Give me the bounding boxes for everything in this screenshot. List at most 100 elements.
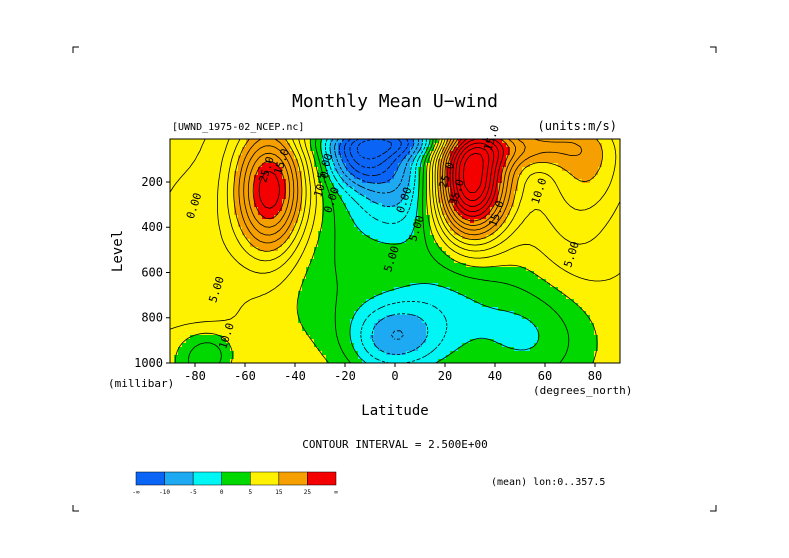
field-cell — [414, 355, 419, 360]
field-cell — [342, 295, 347, 300]
field-cell — [242, 211, 247, 216]
field-cell — [290, 287, 295, 292]
field-cell — [398, 223, 403, 228]
field-cell — [442, 255, 447, 260]
field-cell — [274, 207, 279, 212]
field-cell — [494, 195, 499, 200]
field-cell — [306, 227, 311, 232]
field-cell — [258, 215, 263, 220]
field-cell — [290, 251, 295, 256]
field-cell — [218, 323, 223, 328]
field-cell — [202, 279, 207, 284]
field-cell — [282, 219, 287, 224]
field-cell — [242, 215, 247, 220]
field-cell — [170, 167, 175, 172]
field-cell — [406, 259, 411, 264]
field-cell — [174, 267, 179, 272]
field-cell — [346, 187, 351, 192]
field-cell — [262, 235, 267, 240]
field-cell — [242, 175, 247, 180]
field-cell — [390, 255, 395, 260]
field-cell — [362, 271, 367, 276]
field-cell — [338, 307, 343, 312]
field-cell — [262, 299, 267, 304]
field-cell — [402, 287, 407, 292]
field-cell — [314, 223, 319, 228]
field-cell — [290, 239, 295, 244]
field-cell — [298, 195, 303, 200]
field-cell — [446, 283, 451, 288]
field-cell — [402, 275, 407, 280]
field-cell — [394, 191, 399, 196]
field-cell — [426, 319, 431, 324]
field-cell — [474, 171, 479, 176]
field-cell — [326, 275, 331, 280]
field-cell — [294, 259, 299, 264]
field-cell — [330, 179, 335, 184]
field-cell — [514, 307, 519, 312]
field-cell — [286, 223, 291, 228]
field-cell — [482, 195, 487, 200]
field-cell — [430, 163, 435, 168]
field-cell — [390, 267, 395, 272]
field-cell — [390, 195, 395, 200]
field-cell — [214, 159, 219, 164]
field-cell — [470, 331, 475, 336]
field-cell — [478, 359, 483, 363]
field-cell — [214, 223, 219, 228]
field-cell — [398, 315, 403, 320]
field-cell — [322, 179, 327, 184]
field-cell — [374, 143, 379, 148]
field-cell — [230, 147, 235, 152]
field-cell — [178, 243, 183, 248]
field-cell — [518, 259, 523, 264]
field-cell — [302, 151, 307, 156]
field-cell — [358, 223, 363, 228]
field-cell — [506, 159, 511, 164]
field-cell — [218, 271, 223, 276]
field-cell — [382, 307, 387, 312]
field-cell — [462, 159, 467, 164]
field-cell — [342, 167, 347, 172]
field-cell — [522, 179, 527, 184]
field-cell — [378, 335, 383, 340]
field-cell — [394, 355, 399, 360]
field-cell — [206, 175, 211, 180]
field-cell — [318, 203, 323, 208]
field-cell — [286, 267, 291, 272]
field-cell — [170, 211, 175, 216]
field-cell — [422, 187, 427, 192]
field-cell — [370, 139, 375, 144]
field-cell — [462, 199, 467, 204]
field-cell — [450, 331, 455, 336]
field-cell — [214, 179, 219, 184]
field-cell — [286, 347, 291, 352]
field-cell — [198, 263, 203, 268]
field-cell — [290, 315, 295, 320]
field-cell — [330, 167, 335, 172]
field-cell — [322, 323, 327, 328]
field-cell — [214, 295, 219, 300]
field-cell — [182, 331, 187, 336]
field-cell — [406, 291, 411, 296]
field-cell — [498, 203, 503, 208]
field-cell — [438, 331, 443, 336]
field-cell — [238, 143, 243, 148]
field-cell — [306, 223, 311, 228]
field-cell — [318, 187, 323, 192]
field-cell — [378, 155, 383, 160]
field-cell — [454, 191, 459, 196]
field-cell — [498, 239, 503, 244]
field-cell — [250, 283, 255, 288]
field-cell — [210, 163, 215, 168]
field-cell — [326, 183, 331, 188]
field-cell — [434, 331, 439, 336]
field-cell — [218, 235, 223, 240]
field-cell — [242, 151, 247, 156]
field-cell — [402, 247, 407, 252]
field-cell — [474, 159, 479, 164]
field-cell — [178, 263, 183, 268]
field-cell — [206, 307, 211, 312]
field-cell — [518, 251, 523, 256]
field-cell — [518, 147, 523, 152]
